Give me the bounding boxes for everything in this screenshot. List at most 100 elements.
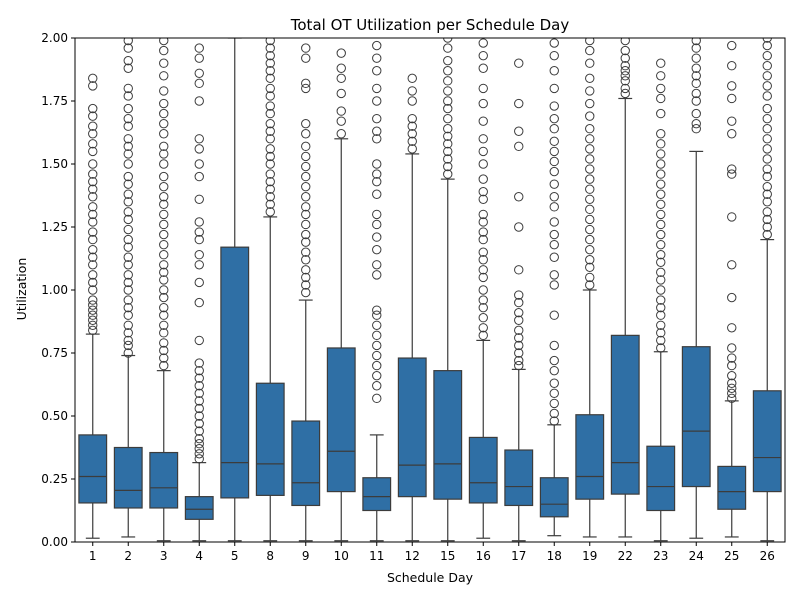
outlier-point [762, 164, 772, 174]
outlier-point [159, 58, 169, 68]
y-axis-label: Utilization [14, 258, 29, 321]
box-day-19 [575, 38, 605, 538]
iqr-box [539, 477, 569, 518]
outlier-point [407, 136, 417, 147]
outlier-point [549, 146, 559, 157]
outlier-point [159, 338, 169, 348]
outlier-point [727, 323, 737, 333]
outlier-point [443, 76, 453, 86]
outlier-point [336, 48, 346, 58]
outlier-point [727, 383, 737, 393]
y-tick-label: 2.00 [41, 31, 68, 45]
outlier-point [443, 146, 453, 157]
outlier-point [762, 222, 772, 232]
outlier-point [372, 40, 382, 51]
outlier-point [372, 370, 382, 381]
outlier-point [762, 38, 772, 43]
outlier-point [549, 50, 559, 61]
outlier-point [585, 280, 595, 290]
outlier-point [88, 121, 98, 131]
iqr-box [575, 414, 605, 500]
x-tick-label: 18 [547, 549, 562, 563]
outlier-point [656, 169, 666, 179]
outlier-point [123, 295, 133, 305]
box-day-26 [752, 38, 782, 542]
iqr-box [149, 451, 179, 509]
iqr-box [291, 420, 321, 507]
outlier-point [585, 174, 595, 184]
outlier-point [514, 58, 524, 68]
outlier-point [656, 250, 666, 260]
outlier-point [194, 227, 204, 237]
outlier-point [549, 166, 559, 177]
outlier-point [372, 209, 382, 220]
outlier-point [620, 66, 630, 76]
outlier-point [123, 320, 133, 330]
iqr-box [397, 357, 427, 498]
outlier-point [727, 370, 737, 381]
outlier-point [123, 340, 133, 351]
outlier-point [159, 181, 169, 192]
outlier-point [88, 244, 98, 255]
outlier-point [727, 343, 737, 353]
outlier-point [585, 184, 595, 194]
outlier-point [585, 38, 595, 46]
iqr-box [717, 465, 747, 510]
outlier-point [656, 71, 666, 81]
y-tick-label: 1.25 [41, 220, 68, 234]
outlier-point [372, 270, 382, 280]
box-day-10 [326, 48, 356, 542]
outlier-point [88, 73, 98, 84]
outlier-point [265, 134, 275, 144]
outlier-point [159, 260, 169, 270]
outlier-point [372, 340, 382, 351]
outlier-point [549, 408, 559, 419]
outlier-point [194, 388, 204, 399]
outlier-point [123, 121, 133, 131]
box-day-18 [539, 38, 569, 537]
iqr-box [220, 246, 250, 499]
x-tick-label: 17 [511, 549, 526, 563]
box-day-12 [397, 73, 427, 542]
outlier-point [727, 292, 737, 303]
outlier-point [656, 229, 666, 240]
outlier-point [159, 38, 169, 46]
outlier-point [159, 219, 169, 230]
outlier-point [265, 144, 275, 154]
y-tick-label: 0.75 [41, 346, 68, 360]
outlier-point [372, 393, 382, 404]
outlier-point [727, 93, 737, 104]
outlier-point [549, 416, 559, 426]
outlier-point [656, 328, 666, 338]
outlier-point [443, 55, 453, 66]
outlier-point [762, 50, 772, 61]
outlier-point [265, 169, 275, 179]
outlier-point [514, 265, 524, 275]
outlier-point [194, 396, 204, 406]
outlier-point [301, 280, 311, 290]
outlier-point [194, 43, 204, 53]
outlier-point [123, 277, 133, 288]
outlier-point [656, 199, 666, 210]
outlier-point [194, 234, 204, 245]
outlier-point [478, 217, 488, 227]
x-tick-label: 22 [618, 549, 633, 563]
outlier-point [656, 310, 666, 320]
outlier-point [762, 71, 772, 81]
box-day-25 [717, 40, 747, 538]
outlier-point [194, 96, 204, 106]
outlier-point [123, 335, 133, 346]
outlier-point [159, 267, 169, 278]
outlier-point [372, 83, 382, 94]
outlier-point [762, 214, 772, 225]
outlier-point [159, 229, 169, 240]
outlier-point [336, 106, 346, 116]
outlier-point [123, 302, 133, 313]
outlier-point [372, 360, 382, 371]
outlier-point [159, 98, 169, 109]
outlier-point [443, 38, 453, 43]
outlier-point [514, 192, 524, 202]
outlier-point [194, 454, 204, 464]
x-tick-label: 24 [689, 549, 704, 563]
outlier-point [691, 53, 701, 63]
